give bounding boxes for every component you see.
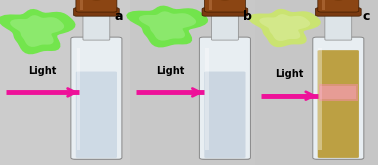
Text: c: c [363, 10, 370, 23]
Bar [322, 0, 325, 10]
FancyBboxPatch shape [71, 37, 122, 159]
FancyBboxPatch shape [202, 8, 248, 16]
FancyBboxPatch shape [315, 8, 361, 16]
Bar [319, 84, 358, 101]
Bar [130, 0, 255, 165]
Bar [318, 48, 322, 150]
Polygon shape [0, 9, 76, 54]
Bar [321, 86, 356, 99]
Text: b: b [243, 10, 252, 23]
Bar [80, 0, 83, 10]
FancyBboxPatch shape [76, 0, 117, 12]
Bar [209, 0, 212, 10]
Polygon shape [248, 9, 321, 47]
Bar [205, 48, 209, 150]
FancyBboxPatch shape [73, 8, 119, 16]
Bar [76, 48, 80, 150]
Text: a: a [115, 10, 123, 23]
Text: Light: Light [275, 69, 304, 79]
Bar [0, 0, 130, 165]
Text: Light: Light [28, 66, 57, 76]
Circle shape [333, 0, 344, 1]
Polygon shape [259, 14, 310, 41]
FancyBboxPatch shape [314, 38, 363, 160]
FancyBboxPatch shape [211, 13, 239, 40]
Circle shape [91, 0, 102, 1]
Polygon shape [10, 15, 64, 47]
Text: Light: Light [156, 66, 184, 76]
Bar [255, 0, 378, 165]
FancyBboxPatch shape [204, 0, 245, 12]
FancyBboxPatch shape [318, 50, 359, 158]
FancyBboxPatch shape [201, 38, 250, 160]
FancyBboxPatch shape [200, 37, 250, 159]
FancyBboxPatch shape [204, 72, 246, 158]
Polygon shape [126, 6, 208, 47]
FancyBboxPatch shape [83, 13, 110, 40]
FancyBboxPatch shape [76, 72, 117, 158]
Circle shape [219, 0, 231, 1]
FancyBboxPatch shape [325, 13, 352, 40]
Polygon shape [139, 11, 196, 41]
FancyBboxPatch shape [73, 38, 122, 160]
FancyBboxPatch shape [318, 0, 359, 12]
FancyBboxPatch shape [313, 37, 364, 159]
